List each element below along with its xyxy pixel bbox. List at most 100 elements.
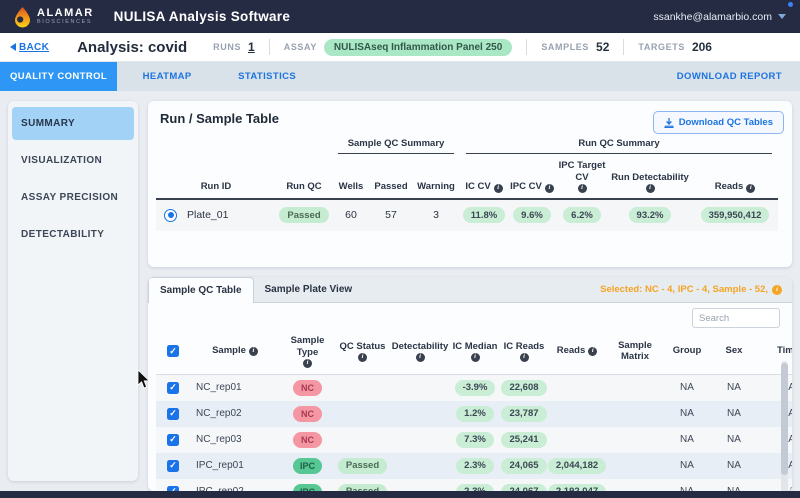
col-run-id: Run ID [156,154,276,200]
group-value: NA [664,374,710,401]
ipc-target-cv-badge: 6.2% [563,207,601,224]
group-header-sample-qc-summary: Sample QC Summary [338,138,454,154]
run-table: Sample QC Summary Run QC Summary Run ID … [156,138,784,231]
col-reads: Reads i [692,154,778,200]
sidebar-item-visualization[interactable]: VISUALIZATION [21,155,103,166]
top-header-bar: ALAMAR BIOSCIENCES NULISA Analysis Softw… [0,0,800,33]
col-ic-reads: IC Reads i [500,331,548,375]
group-header-run-qc-summary: Run QC Summary [466,138,772,154]
col-passed: Passed [370,154,412,200]
alamar-logo: ALAMAR BIOSCIENCES [14,6,94,28]
col-time: Time [758,331,792,375]
row-checkbox[interactable]: ✓ [167,459,179,472]
table-scrollbar[interactable] [781,361,788,491]
chevron-down-icon [778,14,786,19]
info-icon[interactable]: i [645,183,655,193]
col-ic-median: IC Median i [450,331,500,375]
col-sample-matrix: Sample Matrix [606,331,664,375]
passed-value: 57 [370,199,412,231]
content-area: SUMMARY VISUALIZATION ASSAY PRECISION DE… [0,91,800,498]
ic-median-badge: 1.2% [456,405,494,422]
row-checkbox[interactable]: ✓ [167,407,179,420]
reads-badge: 2,044,182 [547,457,607,474]
run-id: Plate_01 [187,209,229,222]
col-sex: Sex [710,331,758,375]
col-ipc-cv: IPC CV i [508,154,556,200]
selected-info-icon[interactable]: i [772,284,782,295]
info-icon[interactable]: i [519,352,529,362]
col-sample: Sample i [190,331,280,375]
analysis-title: Analysis: covid [77,38,188,56]
info-icon[interactable]: i [358,352,367,362]
sidebar-item-summary[interactable]: SUMMARY [12,107,134,140]
tab-heatmap[interactable]: HEATMAP [142,71,192,82]
targets-count: 206 [691,40,712,54]
sample-name: NC_rep02 [190,400,280,427]
brand-subname: BIOSCIENCES [37,18,93,25]
sidebar-item-assay-precision[interactable]: ASSAY PRECISION [21,192,119,203]
col-reads: Reads i [548,331,606,375]
qc-sidebar: SUMMARY VISUALIZATION ASSAY PRECISION DE… [8,101,138,481]
sample-subtab-strip: Sample QC Table Sample Plate View Select… [148,277,792,303]
search-input[interactable] [692,308,780,328]
ic-median-badge: -3.9% [454,379,496,396]
col-warning: Warning [412,154,460,200]
download-qc-tables-button[interactable]: Download QC Tables [652,111,784,134]
ic-median-badge: 7.3% [456,431,494,448]
tab-sample-plate-view[interactable]: Sample Plate View [264,284,353,295]
sample-name: IPC_rep02 [190,478,280,491]
sample-type-badge: IPC [292,483,322,491]
col-run-detectability: Run Detectability i [608,154,692,200]
info-icon[interactable]: i [493,183,503,193]
sample-qc-card: Sample QC Table Sample Plate View Select… [148,277,792,491]
info-icon[interactable]: i [415,352,425,362]
group-value: NA [664,478,710,491]
sex-value: NA [710,452,758,479]
tab-quality-control[interactable]: QUALITY CONTROL [0,62,118,91]
group-value: NA [664,426,710,453]
col-wells: Wells [332,154,370,200]
sex-value: NA [710,400,758,427]
user-menu[interactable]: ssankhe@alamarbio.com [653,11,786,23]
run-row-radio[interactable] [164,208,177,222]
info-icon[interactable]: i [303,358,312,368]
run-table-title: Run / Sample Table [160,111,279,126]
samples-stat: SAMPLES 52 [541,40,610,54]
col-sample-type: Sample Type i [280,331,335,375]
user-email: ssankhe@alamarbio.com [653,10,772,23]
ic-reads-badge: 22,608 [501,379,547,396]
info-icon[interactable]: i [248,346,258,356]
info-icon[interactable]: i [588,346,598,356]
select-all-checkbox[interactable]: ✓ [167,345,179,358]
sidebar-item-detectability[interactable]: DETECTABILITY [21,229,105,240]
run-sample-table-card: Run / Sample Table Download QC Tables Sa… [148,101,792,267]
back-button[interactable]: BACK [10,42,49,53]
info-icon[interactable]: i [746,183,756,193]
selected-summary: Selected: NC - 4, IPC - 4, Sample - 52, … [600,277,792,302]
tab-sample-qc-table[interactable]: Sample QC Table [148,277,254,303]
runs-stat: RUNS 1 [213,40,255,54]
assay-badge: NULISAseq Inflammation Panel 250 [323,38,513,56]
col-ipc-target-cv: IPC Target CV i [556,154,608,200]
reads-badge: 359,950,412 [700,207,770,224]
sample-name: NC_rep03 [190,426,280,453]
download-report-link[interactable]: DOWNLOAD REPORT [676,71,782,82]
tab-statistics[interactable]: STATISTICS [238,71,297,82]
app-title: NULISA Analysis Software [113,9,291,24]
bottom-edge-strip [0,491,800,498]
ic-reads-badge: 24,067 [501,483,547,491]
ic-cv-badge: 11.8% [462,207,506,224]
col-run-qc: Run QC [276,154,332,200]
sample-qc-table: ✓ Sample i Sample Type i QC Status i Detect… [156,331,792,491]
info-icon[interactable]: i [470,352,480,362]
row-checkbox[interactable]: ✓ [167,485,179,491]
samples-count: 52 [596,40,610,54]
ic-median-badge: 2.3% [456,483,494,491]
col-detectability: Detectability i [390,331,450,375]
run-row-id-cell: Plate_01 [156,199,276,231]
row-checkbox[interactable]: ✓ [167,433,179,446]
row-checkbox[interactable]: ✓ [167,381,179,394]
runs-count[interactable]: 1 [248,40,255,54]
info-icon[interactable]: i [544,183,554,193]
info-icon[interactable]: i [577,183,587,193]
